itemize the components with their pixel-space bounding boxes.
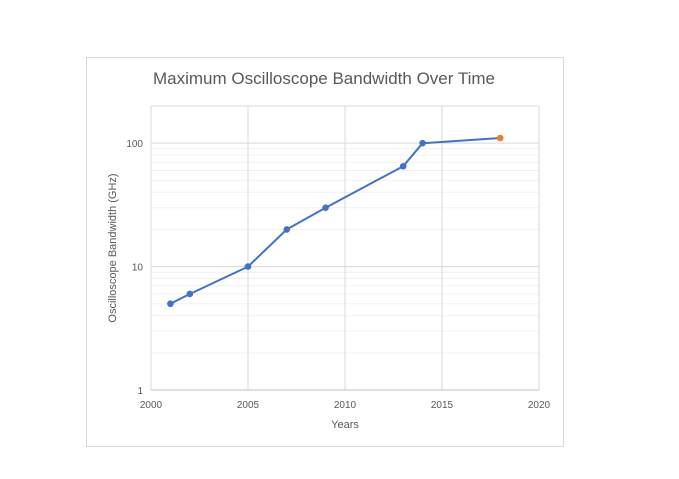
grid — [150, 105, 540, 391]
y-tick-label: 10 — [132, 263, 144, 274]
chart-area — [86, 57, 564, 447]
x-tick-label: 2000 — [140, 400, 163, 411]
tick-labels: 2000 2005 2010 2015 2020 1 10 100 — [126, 139, 550, 411]
data-point — [419, 139, 426, 147]
data-point — [496, 134, 504, 142]
data-point — [283, 226, 291, 233]
chart-title: Maximum Oscilloscope Bandwidth Over Time — [153, 69, 495, 88]
series-line — [169, 137, 501, 305]
y-axis-label: Oscilloscope Bandwidth (GHz) — [107, 173, 119, 322]
data-point — [186, 290, 194, 298]
data-point — [167, 300, 174, 308]
x-tick-label: 2020 — [528, 400, 551, 411]
y-tick-label: 100 — [126, 139, 143, 150]
x-axis-label: Years — [331, 419, 359, 431]
data-point — [322, 204, 329, 211]
series — [167, 134, 504, 308]
data-point — [399, 162, 407, 170]
y-tick-label: 1 — [137, 386, 143, 397]
x-tick-label: 2005 — [237, 400, 260, 411]
x-tick-label: 2010 — [334, 400, 357, 411]
data-point — [244, 263, 252, 270]
x-tick-label: 2015 — [431, 400, 454, 411]
